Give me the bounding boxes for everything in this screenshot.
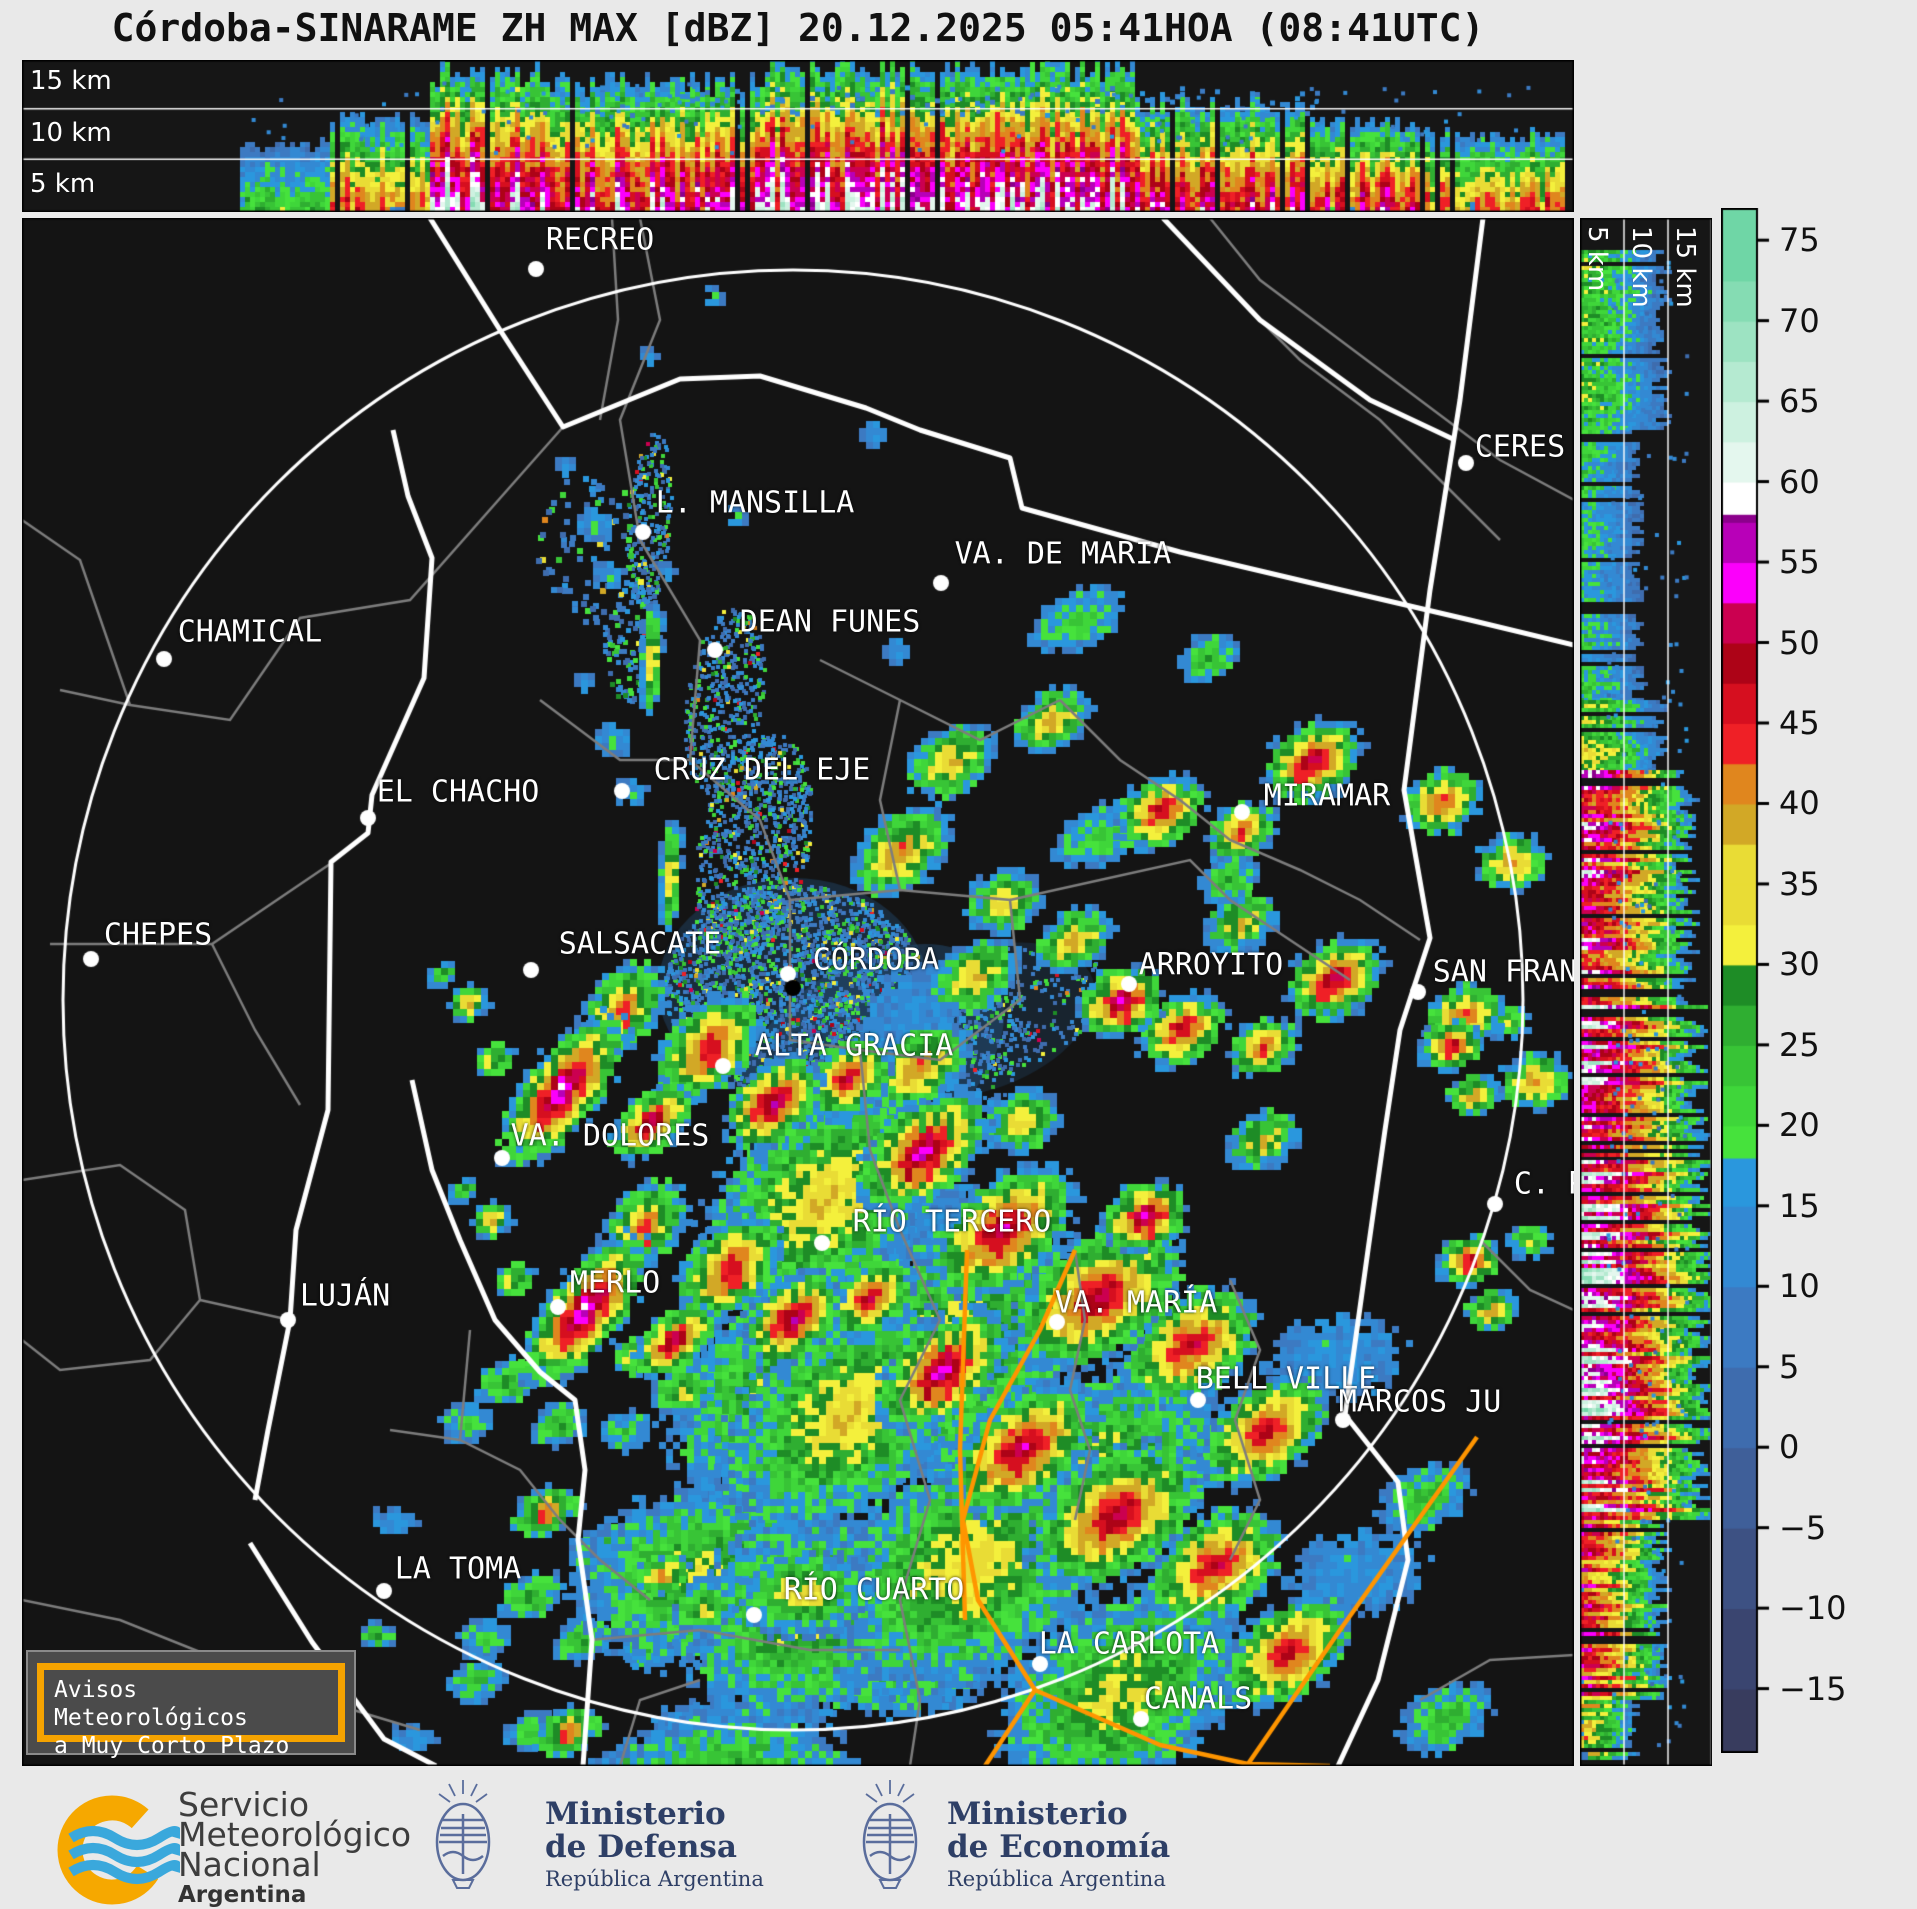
defensa-line-2: de Defensa xyxy=(545,1829,737,1865)
city-label: RÍO TERCERO xyxy=(852,1204,1052,1240)
altitude-label-v-10km: 10 km xyxy=(1626,226,1656,308)
top-cross-section-canvas xyxy=(22,60,1574,212)
colorbar-tick-label: −10 xyxy=(1779,1589,1847,1628)
smn-logo-icon xyxy=(57,1795,180,1905)
city-label: VA. DOLORES xyxy=(510,1118,710,1154)
city-label: SAN FRAN xyxy=(1432,954,1574,990)
city-label: LA TOMA xyxy=(394,1551,522,1587)
city-label-layer: RECREO L. MANSILLA VA. DE MARIA CERES CHAMIC… xyxy=(22,218,1574,1766)
city-label: ARROYITO xyxy=(1138,947,1284,983)
altitude-label-v-15km: 15 km xyxy=(1670,226,1700,308)
city-label: MARCOS JU xyxy=(1338,1384,1502,1420)
warning-box: Avisos Meteorológicos a Muy Corto Plazo xyxy=(26,1650,356,1759)
city-label: L. MANSILLA xyxy=(655,485,855,521)
economia-line-1: Ministerio xyxy=(947,1796,1128,1832)
smn-line-4: Argentina xyxy=(178,1882,307,1908)
colorbar-tick-label: 65 xyxy=(1779,382,1820,421)
defensa-line-1: Ministerio xyxy=(545,1796,726,1832)
colorbar-tick-label: 75 xyxy=(1779,221,1820,260)
radar-map-canvas xyxy=(22,218,1574,1766)
city-label: RÍO CUARTO xyxy=(783,1572,965,1608)
colorbar-tick-label: 0 xyxy=(1779,1428,1800,1467)
colorbar-tick-label: 25 xyxy=(1779,1025,1820,1064)
city-label: CRUZ DEL EJE xyxy=(653,752,871,788)
economia-sub: República Argentina xyxy=(947,1867,1166,1891)
city-label: ALTA GRACIA xyxy=(754,1028,954,1064)
defensa-text-block: Ministerio de Defensa República Argentin… xyxy=(545,1798,764,1894)
city-label: CANALS xyxy=(1143,1681,1253,1717)
city-label: CERES xyxy=(1474,429,1566,465)
smn-line-3: Nacional xyxy=(178,1845,321,1884)
warning-line-1: Avisos Meteorológicos xyxy=(54,1677,248,1731)
city-label: CHEPES xyxy=(103,917,213,953)
colorbar-tick-label: −5 xyxy=(1779,1508,1827,1547)
colorbar-tick-label: 40 xyxy=(1779,784,1820,823)
page-title: Córdoba-SINARAME ZH MAX [dBZ] 20.12.2025… xyxy=(111,6,1485,50)
smn-line-2: Meteorológico xyxy=(178,1815,412,1854)
defensa-coat-of-arms-icon xyxy=(435,1780,491,1889)
altitude-label-15km: 15 km xyxy=(30,66,112,96)
colorbar-tick-label: 55 xyxy=(1779,543,1820,582)
smn-line-1: Servicio xyxy=(178,1785,310,1824)
city-label: C. P xyxy=(1513,1166,1574,1202)
defensa-sub: República Argentina xyxy=(545,1867,764,1891)
city-label: LA CARLOTA xyxy=(1038,1626,1220,1662)
city-label: VA. DE MARIA xyxy=(954,536,1172,572)
city-label: CÓRDOBA xyxy=(812,942,940,978)
colorbar-tick-label: 30 xyxy=(1779,945,1820,984)
city-label: LUJÁN xyxy=(299,1278,391,1314)
city-label: MIRAMAR xyxy=(1263,778,1391,814)
city-label: DEAN FUNES xyxy=(739,604,921,640)
smn-logo-text: Servicio Meteorológico Nacional Argentin… xyxy=(178,1785,412,1909)
colorbar-tick-label: −15 xyxy=(1779,1669,1847,1708)
colorbar-tick-label: 10 xyxy=(1779,1267,1820,1306)
economia-coat-of-arms-icon xyxy=(862,1780,918,1889)
colorbar-tick-label: 50 xyxy=(1779,623,1820,662)
altitude-label-10km: 10 km xyxy=(30,118,112,148)
colorbar-tick-label: 20 xyxy=(1779,1106,1820,1145)
city-label: VA. MARÍA xyxy=(1054,1285,1218,1321)
colorbar-tick-label: 15 xyxy=(1779,1186,1820,1225)
altitude-label-5km: 5 km xyxy=(30,169,96,199)
colorbar-tick-label: 35 xyxy=(1779,864,1820,903)
city-label: EL CHACHO xyxy=(376,774,540,810)
city-label: MERLO xyxy=(569,1265,661,1301)
altitude-label-v-5km: 5 km xyxy=(1582,226,1612,292)
city-label: SALSACATE xyxy=(558,926,722,962)
warning-line-2: a Muy Corto Plazo xyxy=(54,1733,290,1759)
warning-box-inner: Avisos Meteorológicos a Muy Corto Plazo xyxy=(37,1663,345,1759)
economia-line-2: de Economía xyxy=(947,1829,1171,1865)
colorbar-tick-label: 5 xyxy=(1779,1347,1800,1386)
city-label: RECREO xyxy=(545,222,655,258)
colorbar-canvas xyxy=(1721,208,1771,1753)
right-cross-section-canvas xyxy=(1580,218,1712,1766)
city-label: BELL VILLE xyxy=(1195,1361,1377,1397)
colorbar-tick-label: 60 xyxy=(1779,462,1820,501)
map-panel: RECREO L. MANSILLA VA. DE MARIA CERES CHAMIC… xyxy=(22,218,1574,1766)
city-label: CHAMICAL xyxy=(177,614,323,650)
economia-text-block: Ministerio de Economía República Argenti… xyxy=(947,1798,1170,1894)
colorbar-tick-label: 45 xyxy=(1779,704,1820,742)
colorbar-tick-label: 70 xyxy=(1779,301,1820,340)
